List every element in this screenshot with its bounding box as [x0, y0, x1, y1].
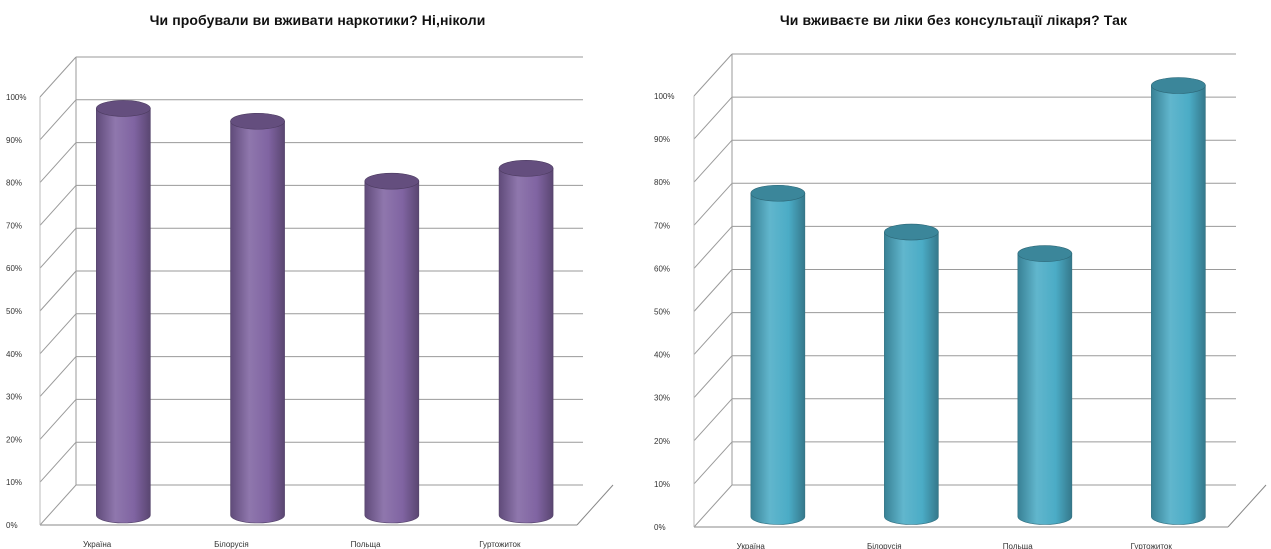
chart-svg: 0% 10% 20% 30% 40% 50% 60% 70% 80% 90% 100% Україна…: [654, 53, 1267, 549]
chart-title: Чи вживаєте ви ліки без консультації лік…: [779, 12, 1128, 28]
bar-top: [1151, 77, 1206, 94]
y-tick-label: 100%: [654, 92, 674, 101]
bar-top: [750, 184, 806, 202]
y-tick-label: 60%: [654, 264, 670, 273]
x-tick-label: Польща: [351, 540, 381, 549]
x-tick-label: Білорусія: [867, 542, 902, 549]
bar: [230, 112, 285, 524]
chart-title: Чи пробували ви вживати наркотики? Ні,ні…: [149, 12, 486, 28]
gridline-side: [39, 399, 77, 440]
bar-body: [1151, 85, 1206, 525]
y-tick-label: 30%: [654, 394, 670, 403]
x-tick-label: Україна: [83, 540, 112, 549]
bar-top: [498, 160, 554, 177]
gridline-side: [39, 185, 77, 226]
gridline-side: [693, 53, 733, 97]
bar-top: [1017, 245, 1073, 262]
y-tick-label: 30%: [6, 393, 22, 402]
bar: [750, 184, 806, 525]
gridline-side: [693, 398, 733, 442]
y-tick-label: 50%: [654, 308, 670, 317]
gridline-side: [693, 484, 733, 528]
y-tick-label: 60%: [6, 264, 22, 273]
x-tick-label: Україна: [737, 542, 766, 549]
gridline-side: [39, 142, 77, 183]
bar-top: [230, 112, 285, 130]
y-tick-label: 40%: [6, 350, 22, 359]
gridline-side: [39, 270, 77, 312]
bar-body: [884, 231, 939, 525]
x-tick-label: Польща: [1003, 542, 1033, 549]
gridline-side: [39, 227, 77, 269]
bar-top: [884, 223, 939, 241]
gridline-side: [693, 355, 733, 399]
bar: [1151, 77, 1206, 525]
gridline-side: [693, 139, 733, 183]
gridline-side: [693, 269, 733, 312]
y-tick-label: 0%: [654, 523, 666, 532]
y-tick-label: 10%: [654, 480, 670, 489]
gridline-side: [39, 484, 77, 526]
gridlines: [39, 56, 614, 526]
x-tick-label: Гуртожиток: [1131, 542, 1173, 549]
bar-body: [364, 180, 420, 524]
y-tick-label: 90%: [654, 135, 670, 144]
y-tick-label: 20%: [654, 437, 670, 446]
gridline-side: [693, 312, 733, 355]
gridline-side: [39, 99, 77, 141]
bar-body: [1017, 253, 1073, 525]
bar-body: [230, 120, 285, 524]
y-tick-label: 40%: [654, 351, 670, 360]
gridline-side: [693, 441, 733, 485]
bar: [364, 172, 420, 524]
y-tick-label: 80%: [6, 179, 22, 188]
y-tick-label: 70%: [654, 221, 670, 230]
floor-edge: [576, 484, 614, 526]
bar: [884, 223, 939, 525]
chart-panel-drugs: Чи пробували ви вживати наркотики? Ні,ні…: [0, 0, 635, 549]
bar: [1017, 245, 1073, 525]
gridline-side: [39, 56, 77, 98]
chart-svg: 0% 10% 20% 30% 40% 50% 60% 70% 80% 90% 100% Україна…: [6, 56, 614, 549]
y-tick-label: 90%: [6, 136, 22, 145]
floor-edge: [1227, 484, 1267, 528]
bar: [498, 160, 554, 524]
gridline-side: [693, 226, 733, 269]
y-tick-label: 100%: [6, 93, 26, 102]
bar: [96, 100, 151, 524]
bar-top: [364, 172, 420, 190]
bar-body: [96, 108, 151, 524]
gridline-side: [693, 96, 733, 140]
x-tick-label: Гуртожиток: [479, 540, 521, 549]
gridline-side: [39, 441, 77, 483]
y-tick-label: 70%: [6, 221, 22, 230]
bar-body: [498, 168, 554, 524]
y-tick-label: 20%: [6, 435, 22, 444]
gridline-side: [39, 356, 77, 397]
gridline-side: [693, 182, 733, 226]
bar-top: [96, 100, 151, 117]
bar-body: [750, 192, 806, 525]
y-tick-label: 0%: [6, 521, 18, 530]
chart-panel-medicine: Чи вживаєте ви ліки без консультації лік…: [636, 0, 1271, 549]
x-tick-label: Білорусія: [214, 540, 249, 549]
y-tick-label: 50%: [6, 307, 22, 316]
gridline-side: [39, 313, 77, 355]
y-tick-label: 10%: [6, 478, 22, 487]
y-tick-label: 80%: [654, 178, 670, 187]
